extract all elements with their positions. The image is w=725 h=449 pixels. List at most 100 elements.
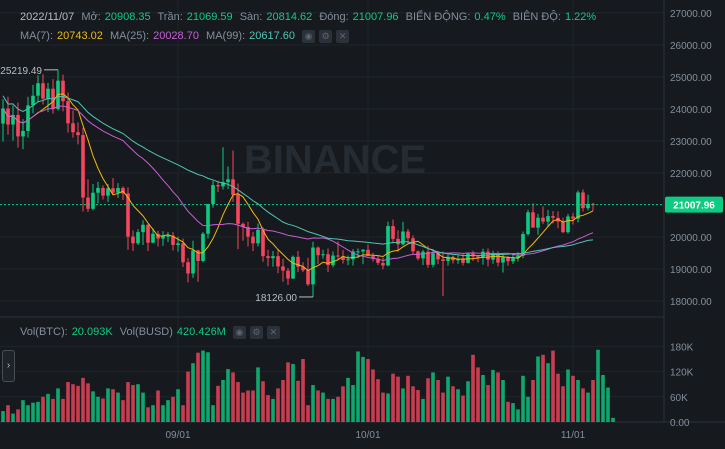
volume-bar bbox=[606, 387, 610, 422]
volume-bar bbox=[506, 401, 510, 422]
candle-body bbox=[476, 256, 480, 258]
volume-bar bbox=[471, 354, 475, 422]
ma99-line bbox=[2, 95, 594, 257]
volume-bar bbox=[111, 389, 115, 422]
candle-body bbox=[46, 88, 50, 99]
candle-body bbox=[96, 187, 100, 193]
close-label: Đóng: bbox=[319, 11, 349, 23]
candle-body bbox=[246, 227, 250, 237]
volume-bar bbox=[191, 363, 195, 422]
volume-bar bbox=[361, 356, 365, 422]
volume-bar bbox=[196, 352, 200, 422]
candle-body bbox=[566, 216, 570, 233]
volume-bar bbox=[231, 372, 235, 422]
candle-body bbox=[1, 108, 5, 124]
volume-bar bbox=[526, 396, 530, 422]
volume-bar bbox=[486, 385, 490, 422]
candle-body bbox=[26, 105, 30, 131]
candle-body bbox=[86, 197, 90, 209]
candle-body bbox=[106, 188, 110, 196]
candle-body bbox=[516, 255, 520, 259]
vol-busd-value: 420.426M bbox=[176, 326, 226, 339]
candle-body bbox=[526, 212, 530, 235]
volume-bar bbox=[81, 377, 85, 422]
volume-bar bbox=[51, 398, 55, 422]
volume-bar bbox=[216, 385, 220, 422]
volume-bar bbox=[86, 383, 90, 422]
volume-bar bbox=[311, 385, 315, 422]
candle-body bbox=[196, 250, 200, 261]
candle-body bbox=[211, 185, 215, 204]
settings-gear-icon[interactable]: ⚙ bbox=[319, 30, 333, 43]
candle-body bbox=[236, 194, 240, 224]
visibility-eye-icon[interactable]: ◉ bbox=[302, 30, 316, 43]
volume-bar bbox=[61, 398, 65, 422]
volume-bar bbox=[186, 371, 190, 422]
candle-body bbox=[256, 229, 260, 244]
volume-bar bbox=[461, 395, 465, 422]
volume-bar bbox=[496, 372, 500, 422]
close-value: 21007.96 bbox=[352, 11, 399, 23]
last-price-tag bbox=[665, 196, 723, 213]
candle-body bbox=[416, 251, 420, 259]
candle-body bbox=[586, 203, 590, 209]
volume-bar bbox=[116, 392, 120, 422]
ma7-value: 20743.02 bbox=[57, 30, 103, 43]
volume-bar bbox=[136, 384, 140, 422]
volume-bar bbox=[481, 374, 485, 422]
volume-bar bbox=[36, 401, 40, 422]
candle-body bbox=[501, 256, 505, 263]
date-tick-label: 10/01 bbox=[355, 430, 380, 441]
volume-bar bbox=[436, 380, 440, 422]
volume-bar bbox=[466, 381, 470, 422]
price-tick-label: 20000.00 bbox=[670, 233, 712, 244]
volume-bar bbox=[281, 380, 285, 422]
volume-bar bbox=[21, 400, 25, 422]
candle-body bbox=[206, 203, 210, 234]
volume-bar bbox=[31, 402, 35, 422]
volume-bar bbox=[121, 400, 125, 422]
volume-bar bbox=[516, 409, 520, 422]
volume-bar bbox=[11, 413, 15, 422]
volume-bar bbox=[391, 373, 395, 422]
volume-bar bbox=[66, 382, 70, 422]
candle-body bbox=[301, 266, 305, 271]
volume-bar bbox=[551, 350, 555, 422]
change-label: BIẾN ĐỘNG: bbox=[405, 11, 471, 23]
volume-bar bbox=[431, 372, 435, 422]
candle-body bbox=[276, 256, 280, 267]
expand-chevron-icon[interactable]: › bbox=[2, 350, 15, 382]
price-tick-label: 27000.00 bbox=[670, 9, 712, 20]
candle-body bbox=[116, 187, 120, 193]
vol-visibility-eye-icon[interactable]: ◉ bbox=[232, 326, 246, 339]
volume-bar bbox=[411, 386, 415, 422]
ma-legend: MA(7): 20743.02 MA(25): 20028.70 MA(99): 20… bbox=[20, 30, 353, 43]
vol-settings-gear-icon[interactable]: ⚙ bbox=[249, 326, 263, 339]
candle-body bbox=[76, 132, 80, 136]
close-icon[interactable]: ✕ bbox=[336, 30, 350, 43]
vol-busd-label: Vol(BUSD) bbox=[119, 326, 173, 339]
volume-bar bbox=[521, 375, 525, 422]
volume-bar bbox=[126, 382, 130, 422]
candle-body bbox=[111, 188, 115, 193]
volume-bar bbox=[326, 398, 330, 422]
volume-bar bbox=[416, 390, 420, 422]
price-tick-label: 23000.00 bbox=[670, 137, 712, 148]
high-label: Trần: bbox=[157, 11, 183, 23]
candle-body bbox=[411, 238, 415, 252]
ma7-line bbox=[2, 93, 594, 272]
candle-body bbox=[521, 234, 525, 256]
volume-bar bbox=[171, 396, 175, 422]
volume-bar bbox=[381, 392, 385, 422]
volume-bar bbox=[336, 396, 340, 422]
vol-close-icon[interactable]: ✕ bbox=[266, 326, 280, 339]
volume-bar bbox=[596, 349, 600, 422]
candle-body bbox=[171, 235, 175, 245]
volume-tick-label: 180K bbox=[670, 342, 694, 353]
volume-bar bbox=[256, 367, 260, 422]
volume-bar bbox=[566, 369, 570, 422]
volume-bar bbox=[451, 386, 455, 422]
candle-body bbox=[311, 247, 315, 285]
candle-body bbox=[346, 259, 350, 261]
